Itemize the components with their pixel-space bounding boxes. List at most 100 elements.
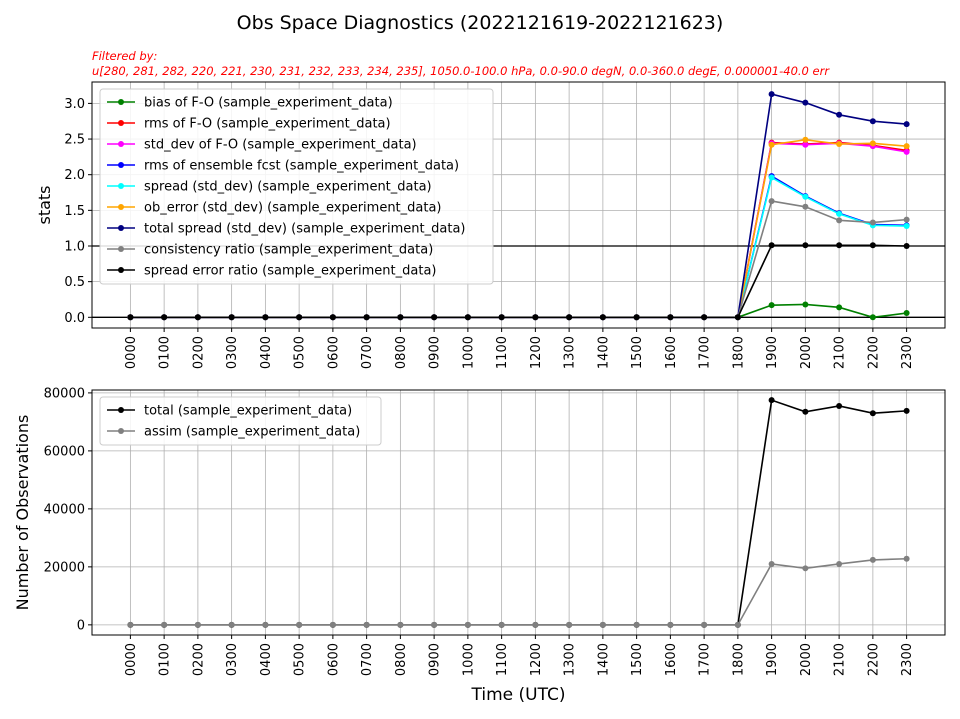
x-tick-label: 0800 [394, 643, 409, 676]
data-point [836, 210, 843, 217]
legend-label: ob_error (std_dev) (sample_experiment_da… [144, 201, 442, 216]
data-point [228, 621, 235, 628]
data-point [836, 304, 843, 311]
x-tick-label: 1800 [731, 336, 746, 369]
data-point [734, 621, 741, 628]
data-point [566, 314, 573, 321]
axes-frame [91, 389, 946, 636]
x-tick-label: 1800 [731, 643, 746, 676]
data-point [296, 314, 303, 321]
data-point [802, 565, 809, 572]
data-point [768, 198, 775, 205]
data-point [869, 410, 876, 417]
data-point [667, 621, 674, 628]
x-tick-label: 1200 [529, 336, 544, 369]
x-tick-label: 0600 [326, 643, 341, 676]
legend-item: spread error ratio (sample_experiment_da… [107, 264, 437, 279]
data-point [903, 223, 910, 230]
data-point [498, 314, 505, 321]
data-point [228, 314, 235, 321]
x-tick-label: 1100 [495, 643, 510, 676]
x-tick-label: 1500 [630, 336, 645, 369]
data-point [869, 118, 876, 125]
x-axis-label: Time (UTC) [471, 685, 566, 705]
data-point [869, 140, 876, 147]
x-tick-label: 0200 [191, 643, 206, 676]
legend-item: std_dev of F-O (sample_experiment_data) [107, 138, 417, 153]
data-point [161, 314, 168, 321]
series-line [130, 303, 907, 319]
legend-label: spread error ratio (sample_experiment_da… [144, 264, 437, 279]
data-point [903, 310, 910, 317]
x-tick-label: 1100 [495, 336, 510, 369]
data-point [532, 314, 539, 321]
legend-marker [118, 225, 124, 231]
y-tick-label: 1.0 [64, 240, 85, 255]
x-tick-label: 1700 [698, 336, 713, 369]
x-tick-label: 0100 [158, 643, 173, 676]
y-tick-label: 2.5 [64, 133, 85, 148]
data-point [836, 111, 843, 118]
data-point [768, 302, 775, 309]
data-point [431, 621, 438, 628]
legend-item: rms of F-O (sample_experiment_data) [107, 117, 391, 132]
data-point [768, 174, 775, 181]
data-point [363, 314, 370, 321]
y-tick-label: 0.5 [64, 275, 85, 290]
legend-label: assim (sample_experiment_data) [144, 425, 360, 440]
data-point [262, 621, 269, 628]
x-tick-label: 1900 [765, 643, 780, 676]
data-point [194, 621, 201, 628]
data-point [768, 397, 775, 404]
data-point [498, 621, 505, 628]
legend-label: rms of F-O (sample_experiment_data) [144, 117, 391, 132]
legend-marker [118, 99, 124, 105]
x-tick-label: 1600 [664, 643, 679, 676]
y-axis-label: Number of Observations [13, 415, 32, 611]
data-point [802, 99, 809, 106]
x-tick-label: 0400 [259, 643, 274, 676]
legend-item: total (sample_experiment_data) [107, 404, 352, 419]
data-point [262, 314, 269, 321]
data-point [464, 314, 471, 321]
series-8 [127, 242, 910, 321]
figure-title: Obs Space Diagnostics (2022121619-202212… [237, 12, 724, 34]
y-tick-label: 60000 [44, 444, 85, 459]
data-point [161, 621, 168, 628]
legend-marker [118, 204, 124, 210]
series-line [130, 244, 907, 319]
x-tick-label: 0000 [124, 643, 139, 676]
y-tick-label: 3.0 [64, 97, 85, 112]
data-point [397, 621, 404, 628]
data-point [599, 621, 606, 628]
x-tick-label: 2100 [833, 336, 848, 369]
data-point [903, 407, 910, 414]
x-tick-label: 0200 [191, 336, 206, 369]
legend: bias of F-O (sample_experiment_data)rms … [99, 88, 494, 285]
legend-item: rms of ensemble fcst (sample_experiment_… [107, 159, 459, 174]
data-point [836, 217, 843, 224]
data-point [836, 242, 843, 249]
legend-label: bias of F-O (sample_experiment_data) [144, 96, 393, 111]
data-point [802, 141, 809, 148]
y-tick-label: 80000 [44, 386, 85, 401]
data-point [599, 314, 606, 321]
legend-label: spread (std_dev) (sample_experiment_data… [144, 180, 432, 195]
data-point [768, 560, 775, 567]
data-point [296, 621, 303, 628]
x-tick-label: 0800 [394, 336, 409, 369]
x-tick-label: 0700 [360, 336, 375, 369]
legend-item: ob_error (std_dev) (sample_experiment_da… [107, 201, 442, 216]
y-tick-label: 1.5 [64, 204, 85, 219]
x-tick-label: 2100 [833, 643, 848, 676]
data-point [836, 560, 843, 567]
data-point [532, 621, 539, 628]
legend-label: total (sample_experiment_data) [144, 404, 352, 419]
data-point [768, 91, 775, 98]
stats-panel: 0.0 0.5 1.0 1.5 2.0 2.5 3.0 0000 0100 0200 0300 040… [35, 81, 946, 369]
legend-marker [118, 407, 124, 413]
x-tick-label: 0300 [225, 336, 240, 369]
x-tick-label: 1600 [664, 336, 679, 369]
legend-marker [118, 428, 124, 434]
data-point [903, 121, 910, 128]
